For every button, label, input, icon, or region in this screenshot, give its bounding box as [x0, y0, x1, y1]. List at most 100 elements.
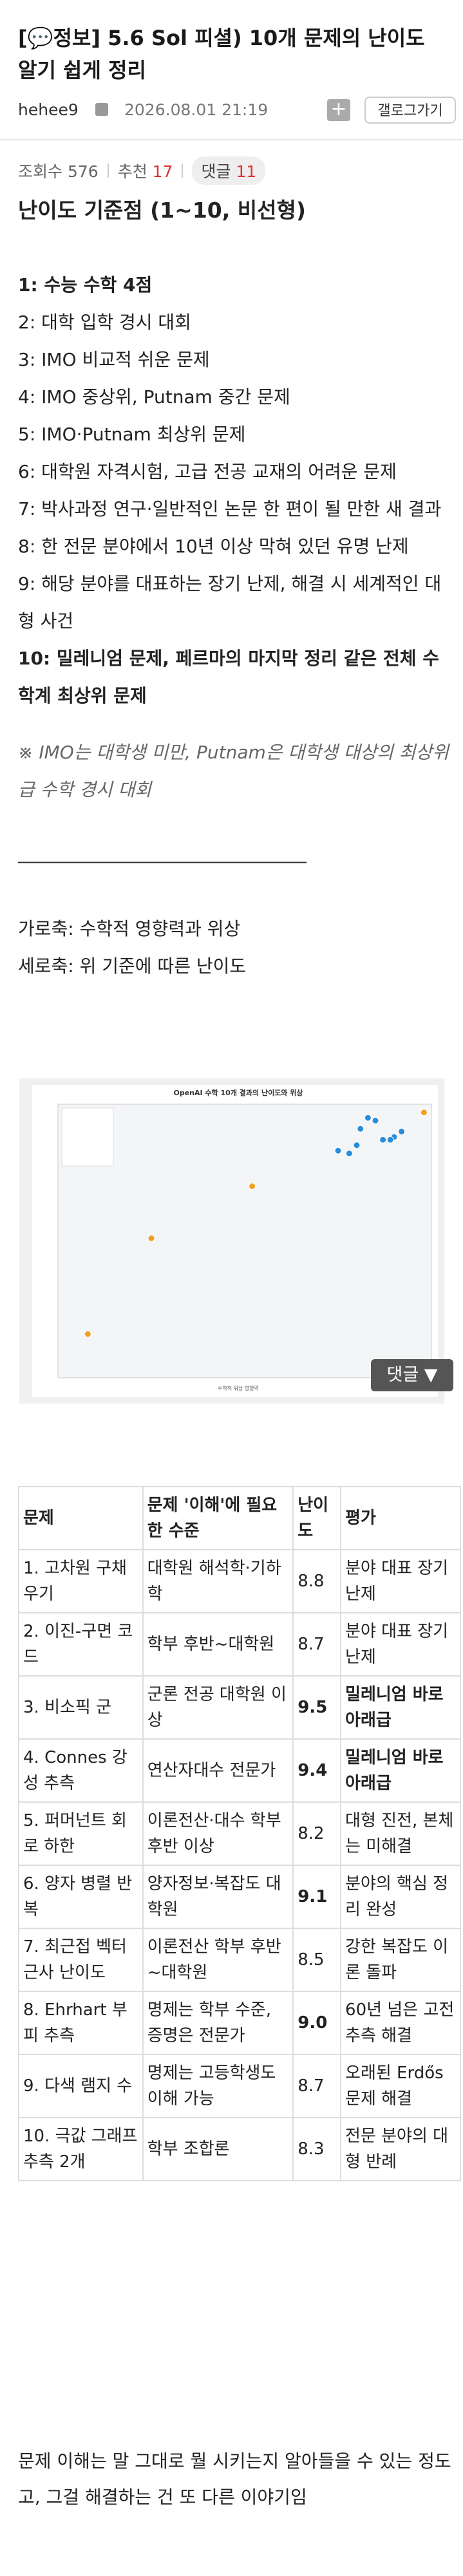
table-cell: 학부 후반~대학원 — [142, 1612, 294, 1677]
comments-label: 댓글 — [201, 162, 231, 181]
data-point — [353, 1142, 361, 1149]
chart-title: OpenAI 수학 10개 결과의 난이도와 위상 — [173, 1088, 303, 1097]
x-axis-label: 수학적 위상 영향력 — [218, 1385, 259, 1391]
data-point — [379, 1136, 387, 1143]
author[interactable]: hehee9 — [18, 100, 79, 119]
table-cell: 오래된 Erdős 문제 해결 — [340, 2054, 461, 2118]
table-row: 6. 양자 병렬 반복 양자정보·복잡도 대학원 9.1 분야의 핵심 정리 완성 — [18, 1865, 461, 1929]
author-icon — [95, 103, 108, 116]
table-cell: 학부 조합론 — [142, 2117, 294, 2181]
axis-note: 가로축: 수학적 영향력과 위상 — [18, 918, 241, 939]
table-cell: 8.8 — [292, 1549, 342, 1613]
table-cell: 10. 극값 그래프 추측 2개 — [18, 2117, 144, 2181]
table-row: 8. Ehrhart 부피 추측 명제는 학부 수준, 증명은 전문가 9.0 60년… — [18, 1991, 461, 2055]
post-stats: 조회수 576 추천 17 댓글 11 — [18, 156, 266, 185]
comment-toggle[interactable]: 댓글 ▼ — [371, 1359, 453, 1391]
table-cell: 8. Ehrhart 부피 추측 — [18, 1991, 144, 2055]
level-item: 8: 한 전문 분야에서 10년 이상 막혀 있던 유명 난제 — [18, 536, 409, 557]
table-cell: 9.1 — [292, 1865, 342, 1929]
table-cell: 4. Connes 강성 추측 — [18, 1738, 144, 1803]
table-cell: 8.7 — [292, 1612, 342, 1677]
header-cell: 평가 — [340, 1486, 461, 1550]
table-row: 7. 최근접 벡터 근사 난이도 이론전산 학부 후반~대학원 8.5 강한 복잡도 … — [18, 1928, 461, 1992]
table-cell: 8.2 — [292, 1801, 342, 1866]
views-count: 576 — [67, 162, 99, 181]
level-item: 1: 수능 수학 4점 — [18, 274, 153, 296]
difficulty-table: 문제 문제 '이해'에 필요한 수준 난이도 평가 1. 고차원 구채우기 대학원 해석학… — [18, 1486, 461, 2181]
post-title: [💬정보] 5.6 Sol 피셜) 10개 문제의 난이도 알기 쉽게 정리 — [18, 26, 425, 82]
level-item: 5: IMO·Putnam 최상위 문제 — [18, 424, 246, 445]
note: ※ IMO는 대학생 미만, Putnam은 대학생 대상의 최상위급 수학 경… — [18, 742, 449, 800]
table-cell: 9.5 — [292, 1675, 342, 1740]
table-row: 4. Connes 강성 추측 연산자대수 전문가 9.4 밀레니엄 바로 아래급 — [18, 1738, 461, 1803]
data-point — [386, 1136, 394, 1143]
table-row: 2. 이진-구면 코드 학부 후반~대학원 8.7 분야 대표 장기 난제 — [18, 1612, 461, 1677]
table-cell: 이론전산 학부 후반~대학원 — [142, 1928, 294, 1992]
level-item: 7: 박사과정 연구·일반적인 논문 한 편이 될 만한 새 결과 — [18, 498, 442, 520]
table-cell: 군론 전공 대학원 이상 — [142, 1675, 294, 1740]
table-cell: 9.0 — [292, 1991, 342, 2055]
heading: 난이도 기준점 (1~10, 비선형) — [18, 198, 306, 223]
level-item: 9: 해당 분야를 대표하는 장기 난제, 해결 시 세계적인 대형 사건 — [18, 573, 442, 632]
recommend-label: 추천 — [117, 162, 147, 181]
table-cell: 9. 다색 램지 수 — [18, 2054, 144, 2118]
table-cell: 7. 최근접 벡터 근사 난이도 — [18, 1928, 144, 1992]
table-cell: 양자정보·복잡도 대학원 — [142, 1865, 294, 1929]
table-cell: 분야 대표 장기 난제 — [340, 1549, 461, 1613]
chart-image: OpenAI 수학 10개 결과의 난이도와 위상 수학적 위상 영향력 — [19, 1078, 444, 1404]
table-cell: 대형 진전, 본체는 미해결 — [340, 1801, 461, 1866]
table-cell: 밀레니엄 바로 아래급 — [340, 1675, 461, 1740]
data-point — [364, 1114, 372, 1122]
table-cell: 8.5 — [292, 1928, 342, 1992]
data-point — [345, 1150, 353, 1157]
data-point — [147, 1234, 155, 1242]
table-cell: 강한 복잡도 이론 돌파 — [340, 1928, 461, 1992]
plot-area — [57, 1104, 432, 1378]
data-point — [334, 1147, 342, 1154]
table-cell: 8.3 — [292, 2117, 342, 2181]
table-cell: 9.4 — [292, 1738, 342, 1803]
table-row: 10. 극값 그래프 추측 2개 학부 조합론 8.3 전문 분야의 대형 반례 — [18, 2117, 461, 2181]
post-date: 2026.08.01 21:19 — [124, 100, 269, 119]
level-item: 4: IMO 중상위, Putnam 중간 문제 — [18, 386, 290, 408]
data-point — [372, 1117, 379, 1124]
views: 조회수 576 — [18, 159, 99, 182]
table-row: 3. 비소픽 군 군론 전공 대학원 이상 9.5 밀레니엄 바로 아래급 — [18, 1675, 461, 1740]
data-point — [398, 1128, 406, 1135]
level-item: 3: IMO 비교적 쉬운 문제 — [18, 349, 210, 370]
header-cell: 문제 '이해'에 필요한 수준 — [142, 1486, 294, 1550]
table-cell: 분야의 핵심 정리 완성 — [340, 1865, 461, 1929]
divider — [107, 164, 109, 178]
header-cell: 난이도 — [292, 1486, 342, 1550]
table-row: 9. 다색 램지 수 명제는 고등학생도 이해 가능 8.7 오래된 Erdős 문제… — [18, 2054, 461, 2118]
table-cell: 명제는 학부 수준, 증명은 전문가 — [142, 1991, 294, 2055]
divider-text: ________________________________ — [18, 842, 307, 863]
table-cell: 밀레니엄 바로 아래급 — [340, 1738, 461, 1803]
table-cell: 8.7 — [292, 2054, 342, 2118]
table-cell: 이론전산·대수 학부 후반 이상 — [142, 1801, 294, 1866]
level-list: 1: 수능 수학 4점 2: 대학 입학 경시 대회 3: IMO 비교적 쉬운 문… — [18, 267, 451, 715]
gallog-button[interactable]: 갤로그가기 — [364, 97, 456, 124]
legend-box — [61, 1107, 114, 1167]
table-cell: 전문 분야의 대형 반례 — [340, 2117, 461, 2181]
add-button[interactable]: + — [327, 99, 350, 121]
table-row: 1. 고차원 구채우기 대학원 해석학·기하학 8.8 분야 대표 장기 난제 — [18, 1549, 461, 1613]
table-cell: 60년 넘은 고전 추측 해결 — [340, 1991, 461, 2055]
table-cell: 6. 양자 병렬 반복 — [18, 1865, 144, 1929]
post-body: 난이도 기준점 (1~10, 비선형) 1: 수능 수학 4점 2: 대학 입학 … — [18, 192, 451, 985]
axis-note: 세로축: 위 기준에 따른 난이도 — [18, 955, 247, 977]
data-point — [357, 1125, 364, 1133]
table-cell: 3. 비소픽 군 — [18, 1675, 144, 1740]
table-cell: 분야 대표 장기 난제 — [340, 1612, 461, 1677]
level-item: 2: 대학 입학 경시 대회 — [18, 312, 191, 333]
separator — [0, 139, 463, 140]
comments-count: 11 — [236, 162, 257, 181]
level-item: 6: 대학원 자격시험, 고급 전공 교재의 어려운 문제 — [18, 461, 397, 482]
comments[interactable]: 댓글 11 — [192, 156, 266, 185]
views-label: 조회수 — [18, 162, 63, 181]
level-item: 10: 밀레니엄 문제, 페르마의 마지막 정리 같은 전체 수학계 최상위 문… — [18, 648, 439, 706]
table-cell: 5. 퍼머넌트 회로 하한 — [18, 1801, 144, 1866]
divider — [182, 164, 184, 178]
